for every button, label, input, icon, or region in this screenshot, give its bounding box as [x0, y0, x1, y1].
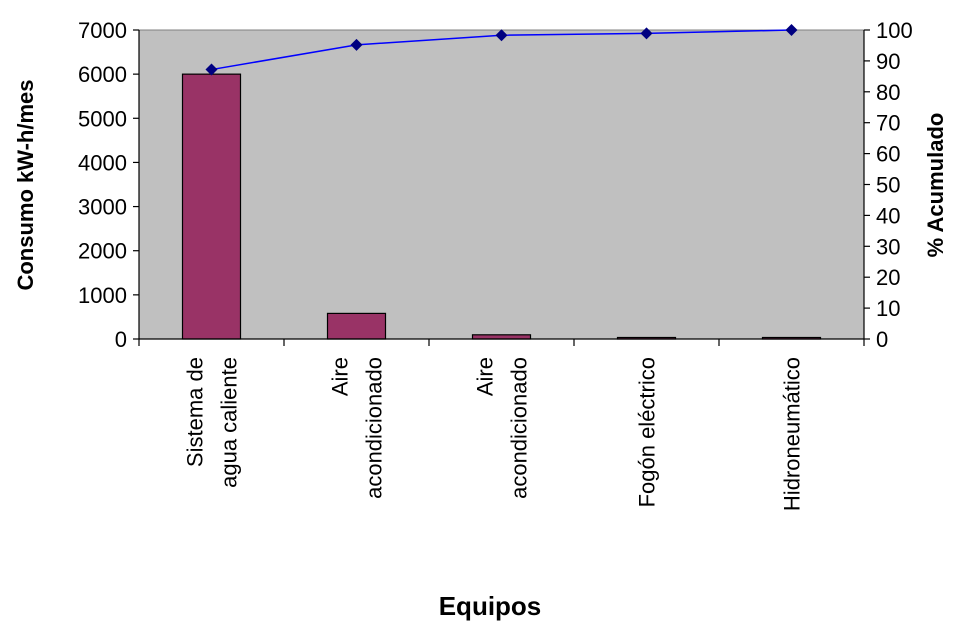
- cumulative-marker: [350, 38, 363, 51]
- labels-layer: 0 1000 2000 3000 4000 5000 6000 7000 0 10 20 30 40 50…: [78, 18, 913, 511]
- y-right-tick-label: 80: [876, 80, 900, 105]
- y-axis-right-title: % Acumulado: [923, 113, 948, 258]
- x-category-label: Fogón eléctrico: [635, 357, 660, 507]
- axes-layer: [133, 29, 870, 346]
- cumulative-marker: [205, 63, 218, 76]
- y-tick-label: 0: [115, 327, 127, 352]
- y-tick-label: 4000: [78, 150, 127, 175]
- x-category-label: Aire: [328, 357, 353, 396]
- y-right-tick-label: 10: [876, 296, 900, 321]
- y-tick-label: 2000: [78, 239, 127, 264]
- y-tick-label: 5000: [78, 106, 127, 131]
- y-tick-label: 7000: [78, 18, 127, 43]
- bar: [181, 73, 242, 340]
- y-tick-label: 3000: [78, 195, 127, 220]
- x-category-label: acondicionado: [362, 357, 387, 499]
- y-right-tick-label: 60: [876, 142, 900, 167]
- plot-area: [138, 29, 865, 340]
- bar: [471, 334, 532, 340]
- x-category-label: Aire: [473, 357, 498, 396]
- y-right-tick-label: 50: [876, 173, 900, 198]
- x-category-label: Sistema de: [183, 357, 208, 467]
- cumulative-marker: [640, 27, 653, 40]
- y-axis-title: Consumo kW-h/mes: [13, 79, 38, 290]
- y-right-tick-label: 30: [876, 234, 900, 259]
- x-category-label: Hidroneumático: [780, 357, 805, 511]
- y-tick-label: 1000: [78, 283, 127, 308]
- y-right-tick-label: 40: [876, 203, 900, 228]
- y-right-tick-label: 100: [876, 18, 913, 43]
- cumulative-marker: [785, 24, 798, 36]
- plot-layer: [138, 24, 865, 340]
- y-right-tick-label: 70: [876, 111, 900, 136]
- y-right-tick-label: 20: [876, 265, 900, 290]
- x-axis-title: Equipos: [439, 591, 542, 621]
- y-tick-label: 6000: [78, 62, 127, 87]
- cumulative-marker: [495, 29, 508, 42]
- y-right-tick-label: 0: [876, 327, 888, 352]
- y-right-tick-label: 90: [876, 49, 900, 74]
- x-category-label: acondicionado: [507, 357, 532, 499]
- bar: [326, 312, 387, 340]
- x-category-label: agua caliente: [217, 357, 242, 488]
